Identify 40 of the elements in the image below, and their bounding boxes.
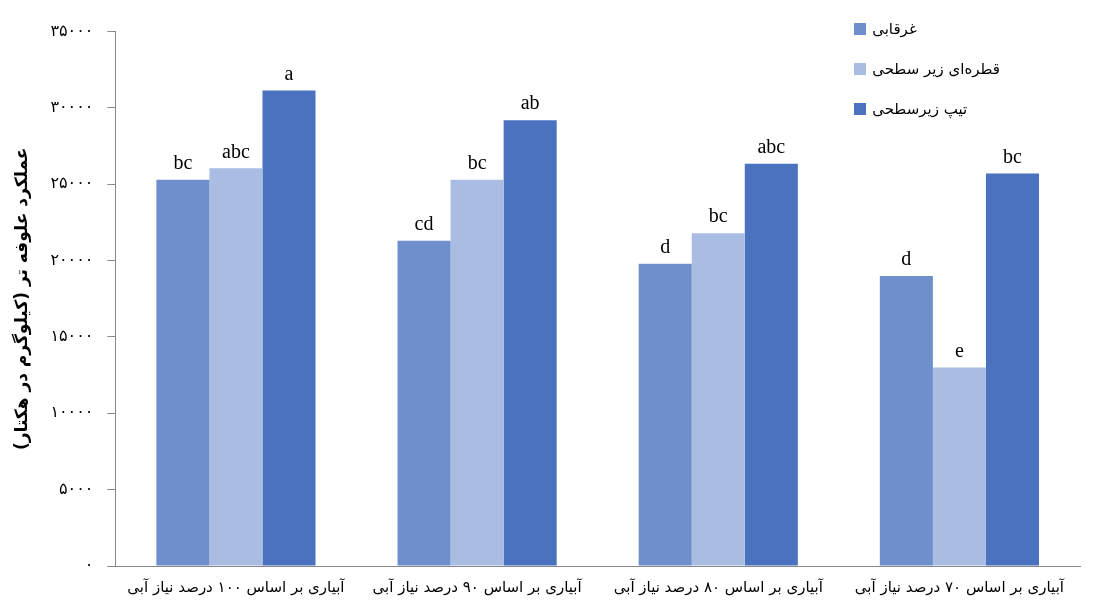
y-tick-label: ۵۰۰۰ bbox=[58, 478, 94, 498]
data-label: abc bbox=[222, 139, 250, 162]
bar bbox=[932, 367, 986, 566]
x-tick-label: آبیاری بر اساس ۹۰ درصد نیاز آبی bbox=[372, 577, 583, 596]
y-tick-label: ۲۰۰۰۰ bbox=[50, 249, 94, 269]
legend-label: قطره‌ای زیر سطحی bbox=[872, 60, 1000, 78]
x-tick-label: آبیاری بر اساس ۸۰ درصد نیاز آبی bbox=[613, 577, 824, 596]
y-tick-label: ۳۰۰۰۰ bbox=[50, 97, 94, 117]
x-tick-label: آبیاری بر اساس ۱۰۰ درصد نیاز آبی bbox=[127, 577, 346, 596]
bar bbox=[262, 90, 316, 566]
data-label: bc bbox=[1003, 144, 1023, 167]
data-label: d bbox=[660, 234, 671, 257]
data-label: bc bbox=[467, 150, 487, 173]
bar bbox=[209, 168, 263, 566]
data-label: cd bbox=[414, 212, 434, 235]
bar bbox=[879, 275, 933, 566]
bar bbox=[985, 173, 1039, 566]
y-tick-label: ۲۵۰۰۰ bbox=[50, 173, 94, 193]
bar bbox=[744, 163, 798, 566]
data-label: d bbox=[901, 247, 912, 270]
bar bbox=[691, 233, 745, 566]
x-tick-label: آبیاری بر اساس ۷۰ درصد نیاز آبی bbox=[854, 577, 1065, 596]
y-tick-label: ۱۰۰۰۰ bbox=[50, 402, 94, 422]
y-axis-title: عملکرد علوفه تر (کیلوگرم در هکتار) bbox=[10, 147, 32, 451]
bar bbox=[503, 120, 557, 566]
bar bbox=[638, 263, 692, 566]
y-tick-label: ۱۵۰۰۰ bbox=[50, 326, 94, 346]
data-label: e bbox=[954, 338, 964, 361]
legend-label: غرقابی bbox=[872, 20, 917, 38]
bar bbox=[397, 240, 451, 566]
y-tick-label: ۰ bbox=[84, 555, 94, 575]
data-label: ab bbox=[520, 91, 540, 114]
data-label: bc bbox=[173, 150, 193, 173]
data-label: a bbox=[284, 61, 294, 84]
data-label: abc bbox=[757, 134, 786, 157]
legend-label: تیپ زیرسطحی bbox=[872, 100, 968, 118]
bar bbox=[450, 179, 504, 566]
bar bbox=[156, 179, 210, 566]
y-tick-label: ۳۵۰۰۰ bbox=[50, 20, 94, 40]
data-label: bc bbox=[708, 204, 728, 227]
